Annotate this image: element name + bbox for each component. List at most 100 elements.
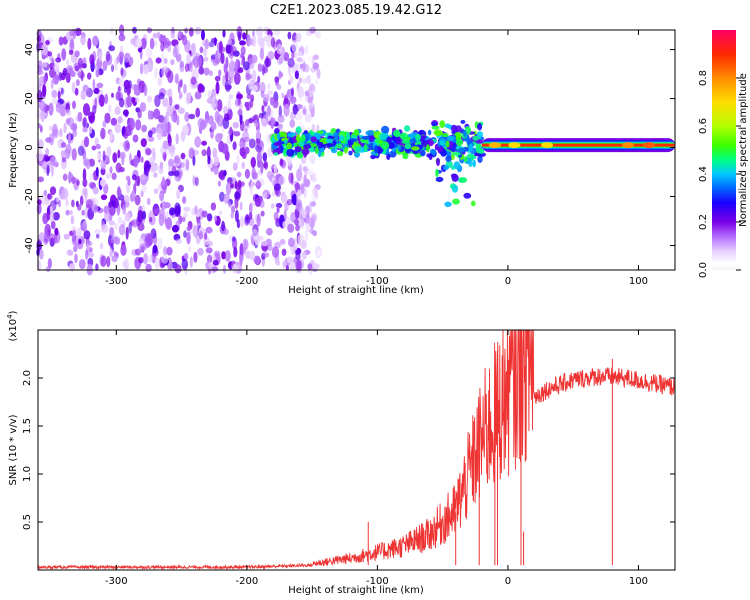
heatmap-cell <box>213 215 217 223</box>
heatmap-cell <box>139 243 147 252</box>
heatmap-cell <box>273 163 278 175</box>
heatmap-cell <box>147 210 154 220</box>
heatmap-cell <box>295 110 303 121</box>
heatmap-cell <box>66 65 74 74</box>
heatmap-cell <box>76 70 82 77</box>
heatmap-cell <box>295 252 301 261</box>
heatmap-cell <box>177 81 181 94</box>
heatmap-cell <box>260 160 264 174</box>
heatmap-cell <box>273 142 282 147</box>
heatmap-cell <box>183 252 189 261</box>
heatmap-cell <box>99 94 105 107</box>
heatmap-cell <box>169 207 176 216</box>
heatmap-cell <box>278 70 282 80</box>
heatmap-cell <box>251 84 259 92</box>
heatmap-cell <box>478 148 485 154</box>
heatmap-cell <box>439 140 445 146</box>
heatmap-cell <box>244 168 250 179</box>
heatmap-cell <box>368 134 375 143</box>
heatmap-cell <box>309 168 314 176</box>
heatmap-cell <box>259 48 265 60</box>
heatmap-cell <box>312 230 317 237</box>
heatmap-cell <box>214 156 220 167</box>
heatmap-cell <box>156 127 163 141</box>
heatmap-cell <box>442 133 449 138</box>
heatmap-cell <box>165 111 169 125</box>
heatmap-cell <box>113 222 119 231</box>
heatmap-cell <box>435 176 444 183</box>
heatmap-cell <box>181 216 186 223</box>
heatmap-cell <box>242 238 247 251</box>
heatmap-cell <box>53 63 60 73</box>
heatmap-cell <box>125 141 130 150</box>
heatmap-cell <box>472 159 476 168</box>
heatmap-cell <box>55 57 62 63</box>
heatmap-cell <box>223 170 227 177</box>
heatmap-cell <box>311 176 317 183</box>
heatmap-cell <box>82 84 89 92</box>
heatmap-cell <box>443 165 449 170</box>
heatmap-cell <box>102 60 108 71</box>
heatmap-cell <box>267 90 273 96</box>
heatmap-cell <box>98 51 103 62</box>
heatmap-cell <box>36 69 44 76</box>
heatmap-cell <box>59 128 63 138</box>
heatmap-cell <box>110 64 115 72</box>
heatmap-cell <box>285 264 289 271</box>
heatmap-cell <box>476 131 484 138</box>
heatmap-cell <box>131 189 136 202</box>
heatmap-cell <box>284 139 288 144</box>
heatmap-cell <box>125 226 129 240</box>
heatmap-cell <box>117 86 121 92</box>
heatmap-cell <box>124 125 132 137</box>
heatmap-cell <box>316 249 321 257</box>
heatmap-cell <box>39 100 46 112</box>
heatmap-cell <box>211 95 216 104</box>
colorbar-gradient <box>712 30 736 270</box>
heatmap-cell <box>348 140 354 146</box>
heatmap-cell <box>309 102 316 115</box>
heatmap-cell <box>302 144 312 149</box>
x-tick-label: 100 <box>629 276 648 287</box>
heatmap-cell <box>477 155 483 163</box>
heatmap-cell <box>302 78 307 84</box>
heatmap-cell <box>201 29 205 41</box>
heatmap-cell <box>179 91 183 99</box>
heatmap-cell <box>104 212 111 222</box>
heatmap-cell <box>91 145 97 151</box>
heatmap-cell <box>173 155 180 164</box>
heatmap-cell <box>36 35 42 43</box>
heatmap-cell <box>133 83 138 96</box>
heatmap-cell <box>72 129 77 138</box>
heatmap-cell <box>87 72 92 80</box>
heatmap-cell <box>304 230 309 242</box>
heatmap-cell <box>157 237 163 250</box>
heatmap-cell <box>52 128 59 139</box>
heatmap-cell <box>239 120 245 132</box>
heatmap-cell <box>95 233 100 239</box>
heatmap-cell <box>51 164 54 177</box>
heatmap-cell <box>95 166 99 177</box>
heatmap-cell <box>431 125 440 130</box>
heatmap-cell <box>287 57 295 68</box>
heatmap-cell <box>254 197 262 208</box>
heatmap-x-axis-label: Height of straight line (km) <box>288 285 424 296</box>
heatmap-cell <box>133 154 139 168</box>
heatmap-cell <box>58 71 62 82</box>
heatmap-cell <box>234 209 239 223</box>
x-tick-label: -300 <box>105 276 128 287</box>
heatmap-cell <box>122 260 127 268</box>
heatmap-cell <box>309 146 315 153</box>
heatmap-cell <box>165 211 169 219</box>
heatmap-cell <box>218 140 225 153</box>
heatmap-cell <box>88 241 93 247</box>
heatmap-cell <box>262 252 270 258</box>
heatmap-cell <box>198 230 203 240</box>
heatmap-cell <box>286 256 294 264</box>
heatmap-cell <box>301 251 307 260</box>
heatmap-cell <box>104 112 111 124</box>
heatmap-cell <box>180 34 185 41</box>
heatmap-cell <box>255 138 261 145</box>
heatmap-cell <box>110 27 114 35</box>
heatmap-cell <box>152 32 158 39</box>
